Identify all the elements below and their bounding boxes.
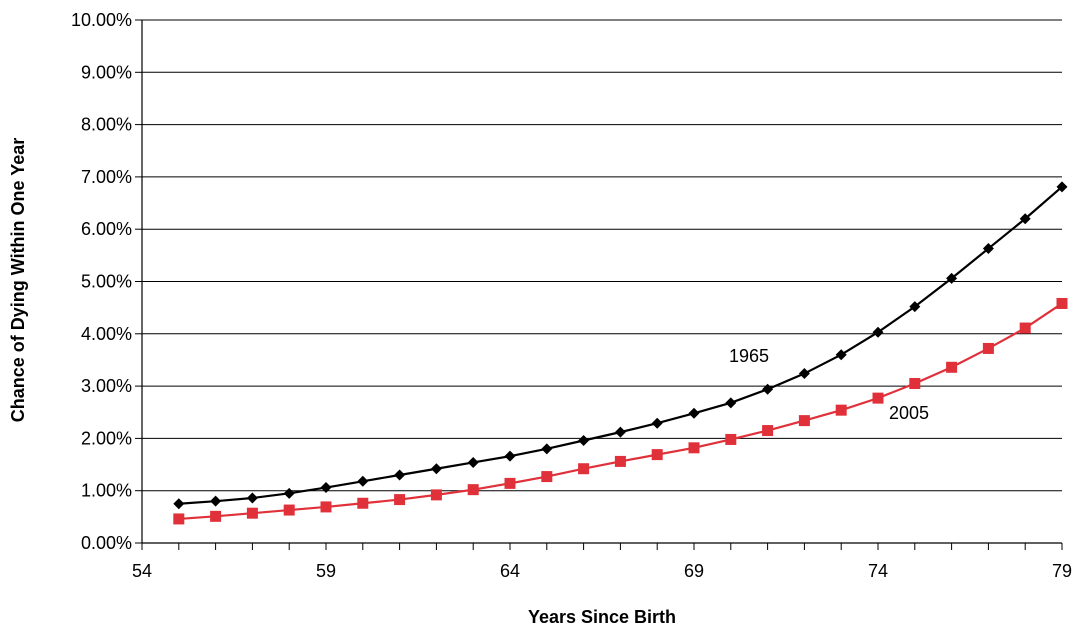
y-tick-label: 5.00% — [81, 272, 132, 292]
data-point-2005 — [1056, 297, 1068, 309]
x-tick-label: 64 — [500, 561, 520, 581]
x-tick-label: 54 — [132, 561, 152, 581]
data-point-1965 — [1056, 181, 1068, 193]
data-point-2005 — [835, 404, 847, 416]
data-point-2005 — [614, 455, 626, 467]
data-point-1965 — [173, 498, 185, 510]
data-point-2005 — [541, 471, 553, 483]
data-point-2005 — [357, 497, 369, 509]
data-point-1965 — [688, 407, 700, 419]
series-label-1965: 1965 — [729, 346, 769, 366]
data-point-1965 — [982, 243, 994, 255]
data-point-2005 — [320, 501, 332, 513]
y-tick-label: 0.00% — [81, 533, 132, 553]
data-point-1965 — [872, 326, 884, 338]
series-line-2005 — [178, 302, 1063, 521]
series-markers — [173, 181, 1068, 525]
data-point-2005 — [210, 510, 222, 522]
data-point-1965 — [246, 492, 258, 504]
data-point-1965 — [578, 434, 590, 446]
gridlines — [142, 19, 1062, 492]
data-point-1965 — [798, 368, 810, 380]
y-tick-label: 10.00% — [71, 10, 132, 30]
data-point-1965 — [762, 383, 774, 395]
data-point-2005 — [688, 442, 700, 454]
data-point-1965 — [946, 272, 958, 284]
data-point-2005 — [467, 484, 479, 496]
series-label-2005: 2005 — [889, 403, 929, 423]
tick-labels: 0.00% 1.00% 2.00% 3.00% 4.00% 5.00% 6.00% 7.00%… — [71, 10, 1072, 581]
data-point-1965 — [430, 463, 442, 475]
data-point-1965 — [541, 443, 553, 455]
y-tick-label: 1.00% — [81, 481, 132, 501]
y-tick-label: 8.00% — [81, 115, 132, 135]
x-tick-label: 69 — [684, 561, 704, 581]
data-point-1965 — [210, 495, 222, 507]
data-point-2005 — [872, 392, 884, 404]
data-point-2005 — [651, 449, 663, 461]
data-point-1965 — [651, 417, 663, 429]
data-point-2005 — [246, 507, 258, 519]
y-axis-title: Chance of Dying Within One Year — [8, 138, 28, 423]
data-point-1965 — [835, 349, 847, 361]
data-point-2005 — [946, 361, 958, 373]
y-tick-label: 2.00% — [81, 428, 132, 448]
data-point-2005 — [982, 342, 994, 354]
x-tick-label: 74 — [868, 561, 888, 581]
data-point-2005 — [394, 494, 406, 506]
y-tick-label: 7.00% — [81, 167, 132, 187]
data-point-2005 — [798, 415, 810, 427]
data-point-2005 — [909, 377, 921, 389]
data-point-1965 — [725, 397, 737, 409]
data-point-1965 — [357, 475, 369, 487]
x-tick-label: 59 — [316, 561, 336, 581]
data-point-1965 — [467, 456, 479, 468]
y-tick-label: 3.00% — [81, 376, 132, 396]
data-point-1965 — [909, 301, 921, 313]
data-point-2005 — [504, 477, 516, 489]
x-tick-label: 79 — [1052, 561, 1072, 581]
data-point-2005 — [430, 489, 442, 501]
data-point-1965 — [1019, 213, 1031, 225]
data-point-1965 — [394, 469, 406, 481]
data-point-1965 — [283, 487, 295, 499]
y-tick-label: 9.00% — [81, 62, 132, 82]
data-point-2005 — [283, 504, 295, 516]
x-axis-title: Years Since Birth — [528, 607, 676, 627]
y-tick-label: 6.00% — [81, 219, 132, 239]
data-point-1965 — [614, 426, 626, 438]
data-point-1965 — [504, 450, 516, 462]
data-point-2005 — [725, 433, 737, 445]
data-point-1965 — [320, 482, 332, 494]
axes — [135, 19, 1063, 550]
data-point-2005 — [762, 425, 774, 437]
data-point-2005 — [1019, 322, 1031, 334]
data-point-2005 — [173, 513, 185, 525]
y-tick-label: 4.00% — [81, 324, 132, 344]
data-point-2005 — [578, 463, 590, 475]
series-lines — [178, 186, 1063, 521]
